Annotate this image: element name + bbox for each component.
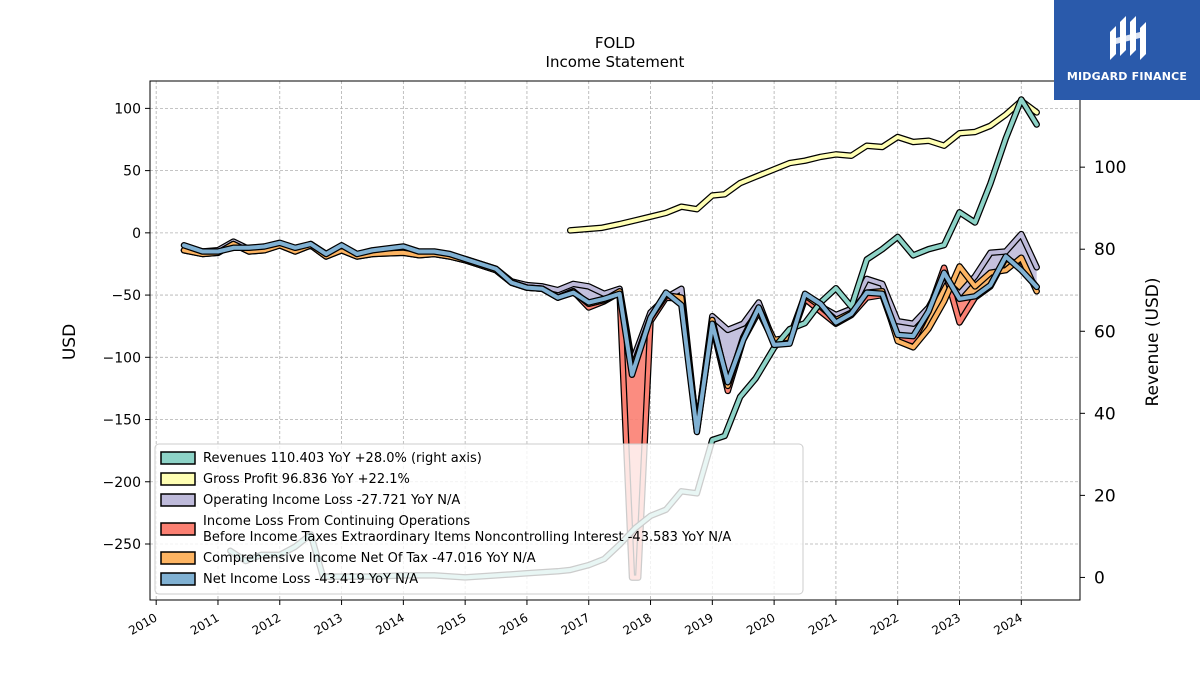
y-tick-label: 100 (114, 101, 141, 117)
x-tick-label: 2024 (991, 610, 1024, 637)
x-tick-label: 2018 (621, 610, 654, 637)
x-tick-label: 2016 (497, 610, 530, 637)
midgard-logo-icon (1110, 16, 1146, 60)
y-tick-label: −150 (103, 413, 141, 429)
legend-box (154, 443, 804, 595)
legend-swatch-revenues (160, 451, 196, 465)
y-axis-label-left: USD (60, 324, 80, 360)
x-tick-label: 2017 (559, 610, 592, 637)
plot-area-frame (149, 80, 1081, 601)
x-tick-label: 2011 (188, 610, 221, 637)
chart-subtitle: Income Statement (546, 53, 685, 71)
legend: Revenues 110.403 YoY +28.0% (right axis)… (154, 443, 804, 595)
series-line-gross-profit (568, 98, 1039, 233)
y-tick-label: −100 (103, 350, 141, 366)
x-tick-label: 2021 (806, 610, 839, 637)
legend-label-pretax-income-line1: Income Loss From Continuing Operations (203, 514, 470, 529)
y-tick-label: −250 (103, 537, 141, 553)
legend-swatch-net-income (160, 572, 196, 586)
legend-label-revenues: Revenues 110.403 YoY +28.0% (right axis) (203, 451, 482, 466)
y-right-tick-label: 80 (1094, 240, 1116, 260)
y-tick-label: 50 (123, 164, 141, 180)
legend-label-pretax-income-line2: Before Income Taxes Extraordinary Items … (203, 530, 731, 545)
x-tick-label: 2012 (250, 610, 283, 637)
series-outline-gross-profit (566, 97, 1040, 234)
x-tick-label: 2019 (682, 610, 715, 637)
legend-label-comprehensive-income: Comprehensive Income Net Of Tax -47.016 … (203, 551, 536, 566)
x-tick-label: 2014 (373, 610, 406, 637)
legend-swatch-pretax-income (160, 522, 196, 536)
brand-logo: MIDGARD FINANCE (1054, 0, 1200, 100)
chart-title: FOLD (595, 34, 635, 52)
brand-name: MIDGARD FINANCE (1066, 70, 1188, 83)
legend-swatch-comprehensive-income (160, 551, 196, 565)
y-right-tick-label: 20 (1094, 486, 1116, 506)
y-right-tick-label: 40 (1094, 404, 1116, 424)
y-right-tick-label: 60 (1094, 322, 1116, 342)
x-tick-label: 2013 (312, 610, 345, 637)
legend-label-net-income: Net Income Loss -43.419 YoY N/A (203, 572, 418, 587)
y-tick-label: −200 (103, 475, 141, 491)
legend-swatch-operating-income (160, 493, 196, 507)
x-tick-label: 2015 (435, 610, 468, 637)
x-tick-label: 2020 (744, 610, 777, 637)
x-tick-label: 2010 (126, 610, 159, 637)
y-right-tick-label: 100 (1094, 158, 1126, 178)
y-right-tick-label: 0 (1094, 568, 1105, 588)
y-tick-label: −50 (111, 288, 141, 304)
legend-swatch-gross-profit (160, 472, 196, 486)
legend-label-operating-income: Operating Income Loss -27.721 YoY N/A (203, 493, 460, 508)
y-axis-label-right: Revenue (USD) (1143, 277, 1163, 406)
x-tick-label: 2022 (868, 610, 901, 637)
y-tick-label: 0 (132, 226, 141, 242)
series-line-net-income-loss (182, 240, 1039, 434)
x-tick-label: 2023 (930, 610, 963, 637)
legend-label-gross-profit: Gross Profit 96.836 YoY +22.1% (203, 472, 410, 487)
